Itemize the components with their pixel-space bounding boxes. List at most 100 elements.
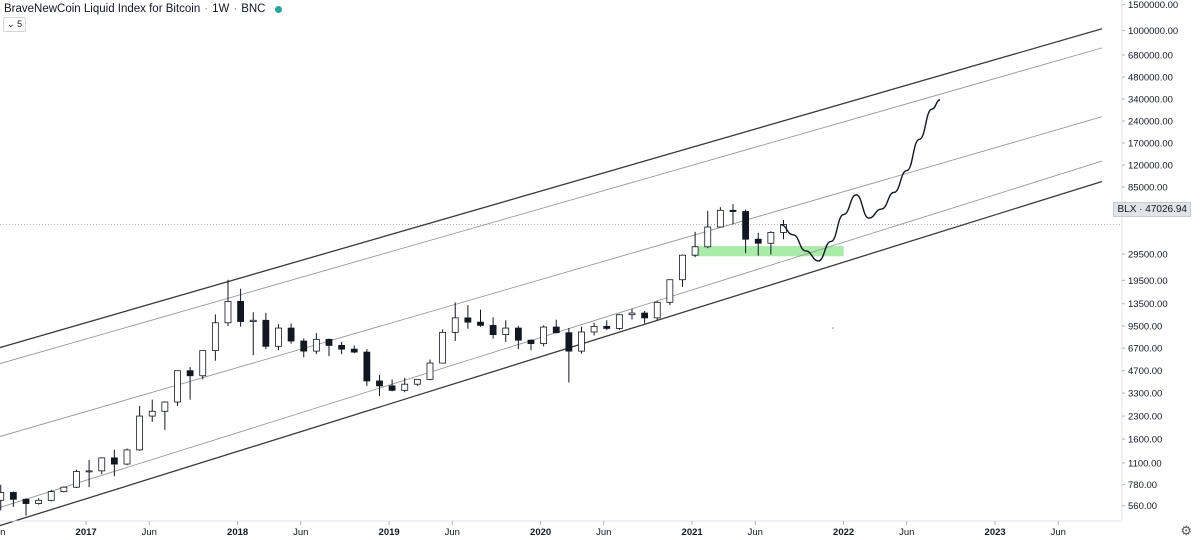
candle-body bbox=[199, 350, 207, 377]
candle bbox=[136, 405, 144, 451]
price-tag-separator: · bbox=[1139, 204, 1143, 215]
price-axis-label: 480000.00 bbox=[1128, 73, 1173, 84]
candle-body bbox=[0, 492, 5, 501]
candle-body bbox=[9, 492, 17, 500]
candle-body bbox=[653, 301, 661, 319]
candle bbox=[540, 325, 548, 347]
candle-body bbox=[615, 314, 623, 329]
price-axis-label: 240000.00 bbox=[1128, 117, 1173, 128]
candle-body bbox=[426, 362, 434, 380]
candle-body bbox=[704, 226, 712, 248]
candle-body bbox=[451, 317, 459, 333]
candle-body bbox=[148, 410, 156, 417]
trend-line-middle bbox=[0, 116, 1103, 437]
candle bbox=[237, 288, 245, 327]
candle-body bbox=[338, 345, 346, 350]
price-axis-label: 19500.00 bbox=[1128, 276, 1168, 287]
candle-body bbox=[35, 499, 43, 504]
candle bbox=[47, 489, 55, 502]
candle-body bbox=[47, 491, 55, 501]
candle-body bbox=[224, 301, 232, 324]
candle-body bbox=[249, 319, 257, 322]
candle-body bbox=[287, 327, 295, 342]
candle-body bbox=[312, 338, 320, 352]
trend-line-upper-channel bbox=[0, 28, 1103, 349]
candle-body bbox=[123, 449, 131, 465]
time-axis-label: 2020 bbox=[530, 527, 551, 538]
candle-body bbox=[376, 380, 383, 387]
candle bbox=[186, 367, 194, 400]
symbol-title[interactable]: BraveNewCoin Liquid Index for Bitcoin bbox=[4, 3, 201, 15]
time-axis-label: 2021 bbox=[682, 527, 704, 538]
candle-body bbox=[552, 326, 560, 334]
candle bbox=[73, 469, 80, 489]
candle-body bbox=[350, 348, 358, 353]
candle bbox=[780, 219, 787, 240]
candle-body bbox=[275, 327, 282, 347]
candle-body bbox=[98, 457, 106, 472]
candle bbox=[729, 204, 737, 225]
market-status-icon bbox=[275, 5, 283, 13]
candle bbox=[376, 374, 383, 397]
candle-body bbox=[679, 254, 686, 281]
candle-body bbox=[767, 232, 775, 244]
candle-body bbox=[211, 322, 219, 352]
candle-body bbox=[388, 385, 396, 391]
candle bbox=[439, 329, 447, 364]
candle bbox=[603, 320, 611, 331]
candle bbox=[426, 359, 434, 381]
candle-body bbox=[73, 471, 80, 488]
candle-body bbox=[186, 370, 194, 377]
time-axis-label: Jun bbox=[748, 527, 763, 538]
candle bbox=[312, 333, 320, 355]
time-axis-label: Jun bbox=[293, 527, 308, 538]
candle bbox=[249, 312, 257, 356]
candle-body bbox=[729, 209, 737, 212]
candle-body bbox=[641, 312, 649, 319]
exchange-label: BNC bbox=[241, 3, 266, 15]
price-axis-label: 9500.00 bbox=[1128, 322, 1162, 333]
time-axis-label: Jun bbox=[142, 527, 157, 538]
candle-body bbox=[363, 351, 371, 382]
candle-body bbox=[464, 317, 472, 323]
candle bbox=[325, 338, 333, 357]
interval-label[interactable]: 1W bbox=[212, 3, 230, 15]
trend-line-lower-inner bbox=[0, 160, 1103, 508]
price-axis-label: 3300.00 bbox=[1128, 389, 1162, 400]
candle-body bbox=[439, 331, 447, 364]
stray-dot bbox=[832, 327, 834, 329]
candle bbox=[9, 491, 17, 507]
candle-body bbox=[628, 312, 636, 316]
time-axis-label: Jun bbox=[596, 527, 611, 538]
candle bbox=[578, 326, 585, 354]
indicators-collapse-button[interactable]: ⌄ 5 bbox=[3, 17, 27, 32]
price-axis-label: 2300.00 bbox=[1128, 412, 1162, 423]
candle bbox=[148, 399, 156, 422]
candle bbox=[110, 449, 118, 477]
candle bbox=[527, 339, 535, 351]
collapse-count: 5 bbox=[17, 19, 23, 29]
support-zone bbox=[692, 246, 844, 257]
trend-line-upper-inner bbox=[0, 47, 1103, 365]
candle-body bbox=[742, 211, 750, 240]
candle bbox=[552, 319, 560, 334]
candle bbox=[754, 232, 762, 256]
legend-separator: · bbox=[233, 3, 238, 15]
candle bbox=[767, 231, 775, 255]
candle bbox=[514, 326, 522, 350]
candle bbox=[85, 460, 93, 488]
candle bbox=[615, 314, 623, 330]
candle bbox=[679, 254, 686, 287]
candle bbox=[691, 231, 699, 258]
candle-body bbox=[174, 370, 181, 403]
price-axis-label: 29500.00 bbox=[1128, 250, 1168, 261]
candle bbox=[477, 309, 484, 327]
price-tag-symbol: BLX bbox=[1117, 204, 1137, 215]
price-axis-label: 4700.00 bbox=[1128, 366, 1162, 377]
candle-body bbox=[60, 486, 68, 492]
candle-body bbox=[514, 327, 522, 341]
gear-icon[interactable]: ⚙ bbox=[1180, 523, 1192, 538]
projection-path bbox=[780, 99, 941, 262]
candle-body bbox=[716, 209, 724, 228]
